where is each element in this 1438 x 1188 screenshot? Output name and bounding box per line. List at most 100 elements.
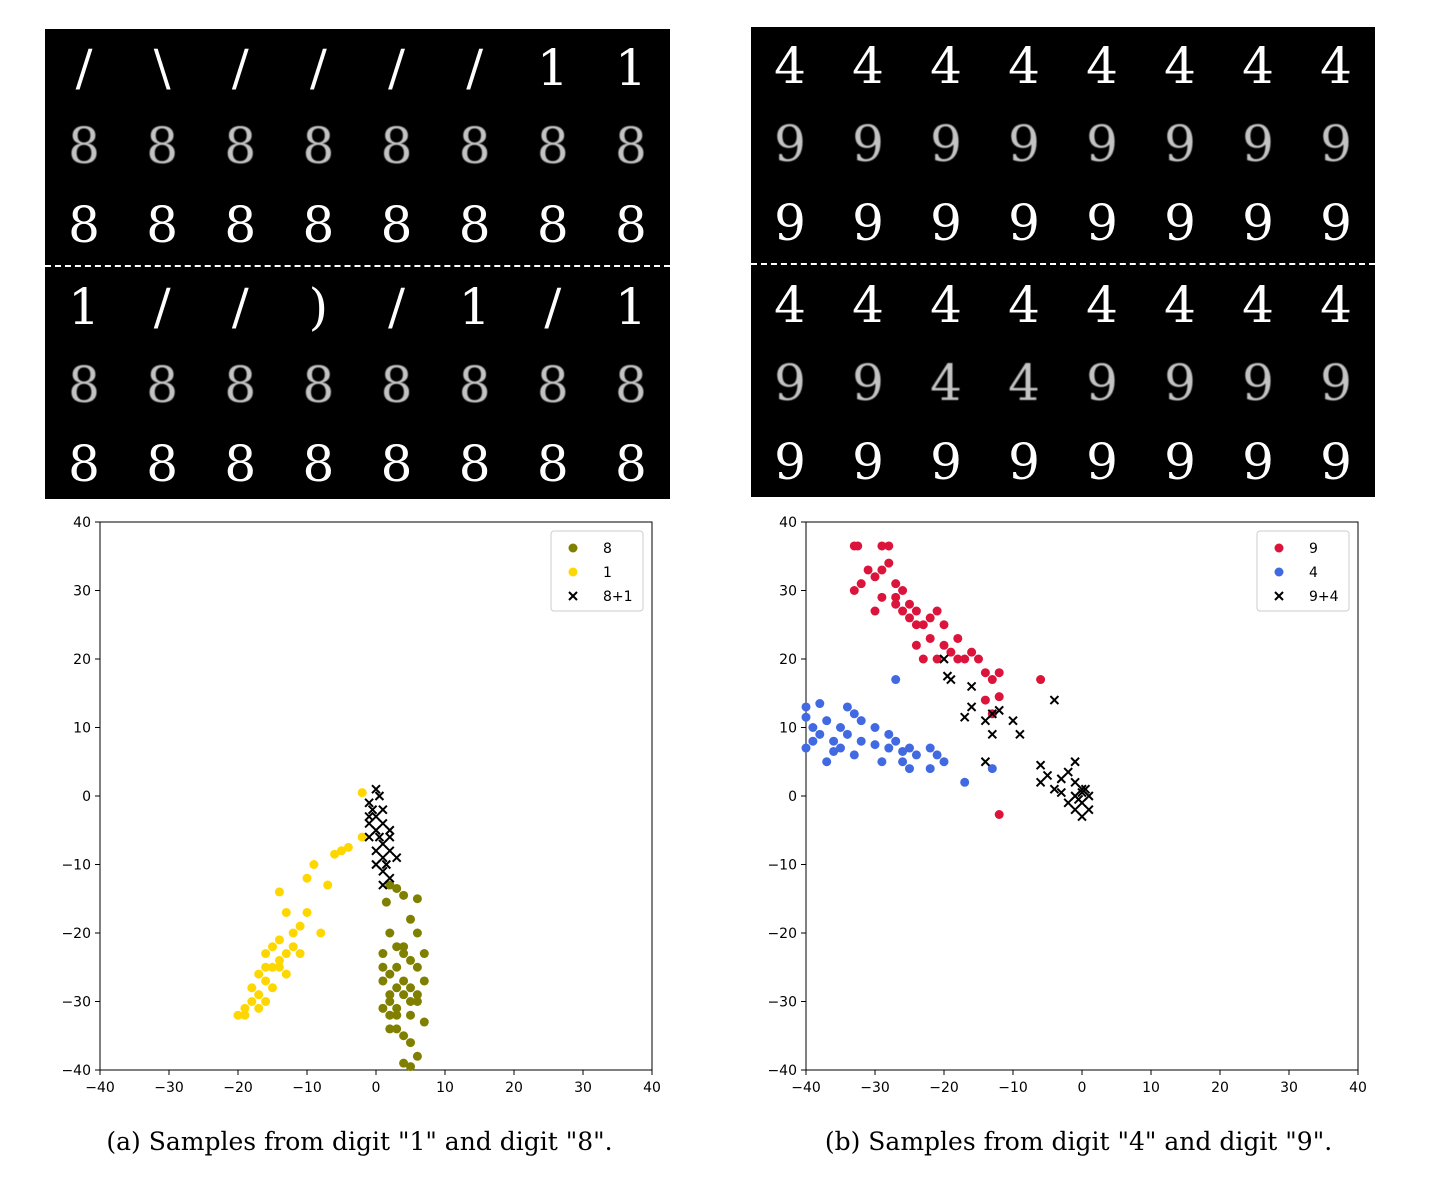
point-8	[399, 1031, 409, 1041]
digit-cell: 4	[930, 276, 962, 335]
point-8	[419, 976, 429, 986]
point-x-9+4	[959, 712, 970, 722]
point-1	[268, 942, 277, 952]
digit-cell: 8	[380, 434, 413, 493]
point-1	[268, 962, 277, 972]
digit-cell: 8	[536, 434, 569, 493]
legend-label: 9	[1309, 541, 1318, 557]
digit-cell: 8	[68, 356, 100, 415]
point-x-9+4	[987, 709, 998, 719]
legend-label: 1	[603, 565, 612, 581]
point-9	[911, 640, 921, 650]
point-x-8+1	[391, 852, 402, 863]
digit-cell: 1	[458, 278, 491, 337]
point-x-8+1	[385, 832, 395, 842]
point-x-8+1	[378, 866, 388, 877]
digit-cell: 9	[1320, 115, 1352, 174]
digit-cell: )	[308, 278, 329, 337]
y-tick-label: 40	[779, 515, 797, 531]
digit-cell: /	[153, 278, 171, 337]
y-tick-label: 40	[73, 515, 91, 531]
digit-cell: 9	[1086, 432, 1118, 491]
point-1	[288, 928, 298, 938]
point-x-9+4	[1035, 760, 1046, 770]
point-4	[898, 746, 908, 756]
digit-cell: 4	[774, 37, 806, 96]
digit-cell: 4	[1242, 37, 1274, 96]
y-tick-label: −10	[61, 858, 91, 874]
point-9	[939, 640, 949, 650]
point-4	[932, 750, 942, 760]
digit-cell: 8	[68, 195, 100, 254]
y-tick-label: 10	[73, 721, 91, 737]
point-4	[836, 743, 845, 753]
point-x-8+1	[367, 804, 378, 815]
point-4	[829, 746, 839, 756]
point-8	[412, 894, 422, 904]
y-tick-label: 20	[779, 652, 797, 668]
point-1	[261, 962, 271, 972]
point-8	[412, 997, 422, 1006]
digit-cell: 8	[146, 356, 179, 415]
point-1	[254, 990, 264, 1000]
point-x-8+1	[385, 846, 395, 856]
point-8	[378, 962, 388, 972]
point-8	[419, 1017, 429, 1027]
point-x-9+4	[1042, 770, 1053, 781]
digit-cell: 9	[852, 432, 884, 491]
digit-cell: 8	[224, 356, 257, 415]
digit-cell: 9	[774, 432, 806, 491]
point-8	[392, 983, 402, 993]
point-9	[863, 565, 873, 575]
point-4	[801, 702, 811, 712]
digit-cell: 9	[1242, 193, 1274, 252]
digit-cell: /	[388, 39, 405, 98]
point-4	[856, 716, 866, 726]
dashed-separator	[751, 263, 1375, 265]
x-tick-label: 10	[436, 1080, 454, 1096]
point-1	[281, 969, 291, 979]
y-tick-label: −10	[767, 858, 797, 874]
digit-grid-a: / \ / / //1 1 8 8 8 8 8 8 8 8 8 8 8 8 8 8 8 8 1//)/1/1 8 8 8 8 8 8 8 8…	[45, 29, 670, 499]
point-8	[399, 942, 409, 952]
point-9	[884, 558, 894, 568]
point-x-8+1	[371, 846, 381, 856]
digit-cell: 9	[1320, 432, 1352, 491]
point-x-9+4	[1077, 811, 1087, 822]
point-4	[836, 723, 845, 732]
digit-cell: 8	[615, 195, 647, 254]
point-x-8+1	[385, 873, 395, 883]
point-8	[399, 890, 409, 900]
scatter-plot-b: −40 −30 −20 −10 0 10 20 30 40 40 30 20 10 0 −10 −20 −30 −…	[767, 515, 1366, 1096]
point-4	[870, 723, 880, 732]
point-9	[870, 572, 880, 582]
point-8	[406, 914, 415, 924]
digit-cell: 8	[302, 117, 335, 176]
point-1	[274, 955, 284, 965]
digit-cell: 8	[302, 195, 335, 254]
point-x-9+4	[1070, 804, 1080, 815]
point-1	[281, 907, 291, 917]
point-9	[877, 541, 887, 551]
point-9	[932, 654, 942, 664]
point-x-8+1	[371, 859, 381, 870]
point-4	[801, 712, 811, 722]
point-x-9+4	[1063, 798, 1073, 808]
point-1	[357, 832, 367, 842]
point-1	[274, 962, 284, 972]
point-9	[994, 692, 1004, 702]
legend-marker	[568, 543, 578, 553]
point-9	[980, 668, 990, 678]
point-1	[323, 880, 333, 890]
digit-cell: 4	[1008, 37, 1040, 96]
point-1	[233, 1010, 243, 1020]
point-8	[385, 1010, 395, 1020]
point-1	[274, 887, 284, 897]
digit-cell: 9	[1008, 432, 1040, 491]
digit-cell: 9	[852, 115, 884, 174]
point-1	[268, 983, 277, 993]
digit-cell: /	[75, 39, 93, 98]
digit-cell: 8	[458, 356, 491, 415]
digit-cell: 9	[774, 354, 806, 413]
